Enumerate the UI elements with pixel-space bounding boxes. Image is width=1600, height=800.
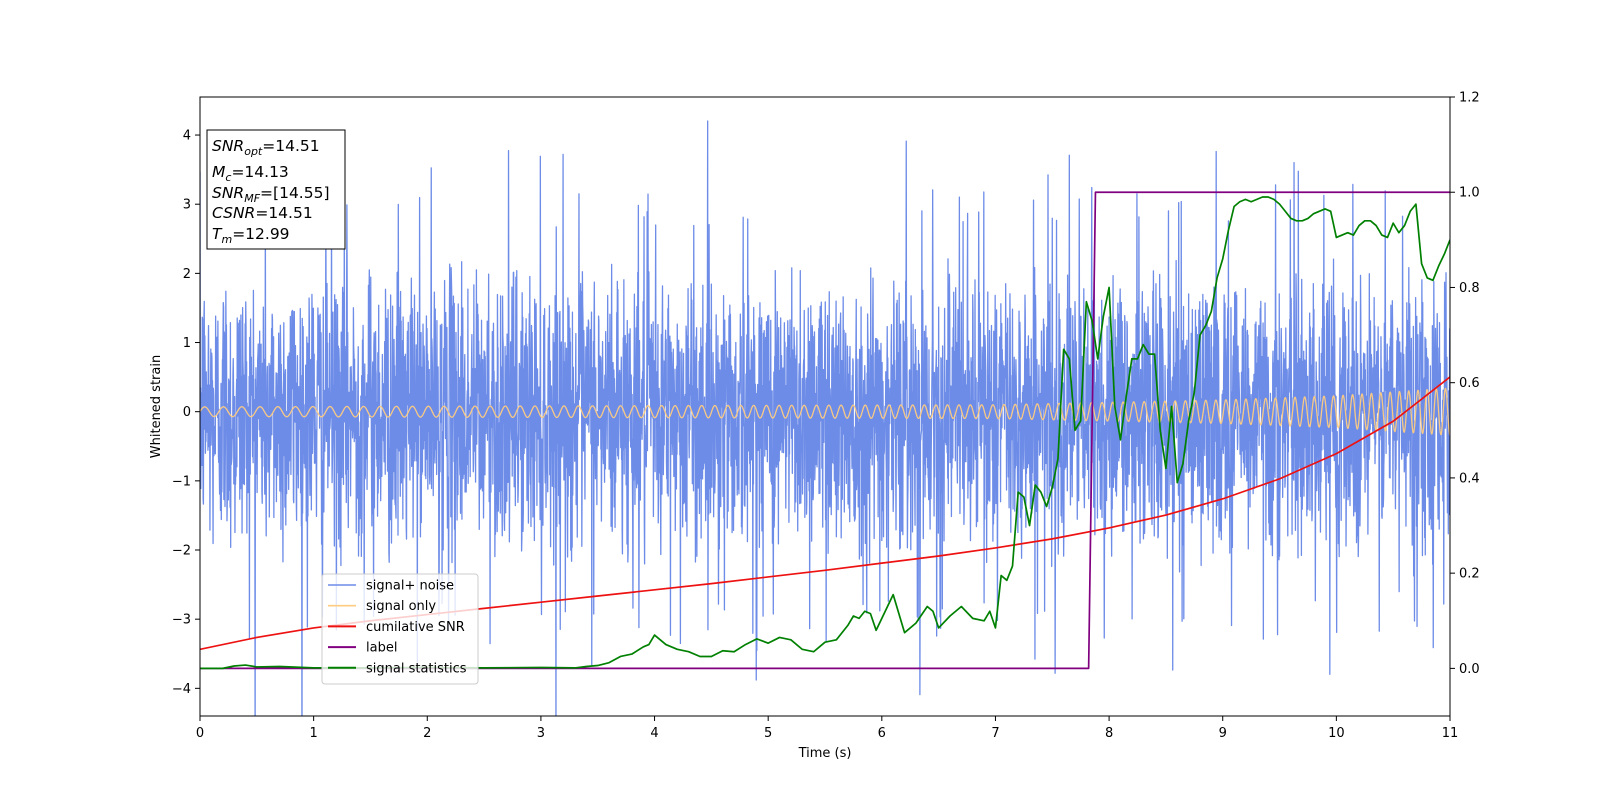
- legend-entry-label: signal only: [366, 599, 436, 614]
- info-box-value: =[14.55]: [260, 184, 329, 202]
- series-signal-statistics: [200, 196, 1450, 670]
- y-left-tick-label: 4: [183, 129, 191, 144]
- y-left-tick-label: 0: [183, 405, 191, 420]
- legend-entry-label: cumilative SNR: [366, 620, 465, 635]
- legend-frame: [321, 573, 479, 685]
- y-right-tick-label: 0.2: [1459, 567, 1480, 582]
- y-right-tick-label: 0.4: [1459, 471, 1480, 486]
- y-left-tick-label: 1: [183, 336, 191, 351]
- y-left-tick-label: −4: [172, 682, 191, 697]
- y-right-tick-label: 0.6: [1459, 376, 1480, 391]
- info-box-symbol: SNR: [212, 137, 244, 155]
- info-box-line: CSNR=14.51: [212, 204, 313, 222]
- legend-entry-label: label: [366, 641, 397, 656]
- x-tick-label: 9: [1219, 726, 1227, 741]
- x-axis-label: Time (s): [798, 746, 852, 761]
- info-box-line: SNRopt=14.51: [212, 137, 320, 158]
- x-tick-label: 1: [309, 726, 317, 741]
- y-left-tick-label: −1: [172, 474, 191, 489]
- info-box-subscript: c: [225, 171, 231, 184]
- x-tick-label: 11: [1442, 726, 1459, 741]
- info-box-symbol: CSNR: [212, 204, 255, 222]
- info-box-frame: [206, 129, 346, 250]
- y-right-tick-label: 0.8: [1459, 281, 1480, 296]
- info-box-symbol: M: [212, 163, 225, 181]
- x-tick-label: 5: [764, 726, 772, 741]
- info-box-subscript: m: [221, 233, 232, 246]
- y-left-tick-label: 2: [183, 267, 191, 282]
- info-box-line: Mc=14.13: [212, 163, 289, 184]
- info-box-line: Tm=12.99: [212, 225, 290, 246]
- x-tick-label: 4: [650, 726, 658, 741]
- y-right-tick-label: 1.0: [1459, 186, 1480, 201]
- info-box-value: =12.99: [232, 225, 289, 243]
- legend-entry-label: signal+ noise: [366, 579, 454, 594]
- x-tick-label: 3: [537, 726, 545, 741]
- series-label: [200, 191, 1450, 670]
- y-axis-label: Whitened strain: [149, 355, 164, 458]
- x-axis: 0 1 2 3 4 5 6 7 8 9 10 11: [196, 716, 1458, 741]
- info-box-symbol: T: [212, 225, 223, 243]
- left-axis-series: [200, 120, 1450, 716]
- series-signal-only: [200, 387, 1450, 436]
- plot-area-frame: [199, 96, 1451, 717]
- info-box-subscript: opt: [244, 145, 263, 158]
- x-tick-label: 7: [991, 726, 999, 741]
- y-left-tick-label: −2: [172, 544, 191, 559]
- info-box: SNRopt=14.51Mc=14.13SNRMF=[14.55]CSNR=14…: [206, 129, 346, 250]
- y-left-tick-label: −3: [172, 613, 191, 628]
- y-right-tick-label: 0.0: [1459, 662, 1480, 677]
- info-box-subscript: MF: [244, 192, 260, 205]
- legend-entry-label: signal statistics: [366, 661, 467, 676]
- x-tick-label: 8: [1105, 726, 1113, 741]
- info-box-value: =14.51: [262, 137, 319, 155]
- info-box-line: SNRMF=[14.55]: [212, 184, 330, 205]
- info-box-value: =14.13: [231, 163, 288, 181]
- y-axis-left: −4 −3 −2 −1 0 1 2 3 4: [172, 129, 200, 697]
- x-tick-label: 0: [196, 726, 204, 741]
- legend: signal+ noise signal only cumilative SNR la…: [321, 573, 479, 685]
- info-box-value: =14.51: [255, 204, 312, 222]
- info-box-symbol: SNR: [212, 184, 244, 202]
- y-left-tick-label: 3: [183, 198, 191, 213]
- x-tick-label: 2: [423, 726, 431, 741]
- y-axis-right: 0.0 0.2 0.4 0.6 0.8 1.0 1.2: [1450, 91, 1480, 677]
- x-tick-label: 10: [1328, 726, 1345, 741]
- y-right-tick-label: 1.2: [1459, 91, 1480, 106]
- x-tick-label: 6: [878, 726, 886, 741]
